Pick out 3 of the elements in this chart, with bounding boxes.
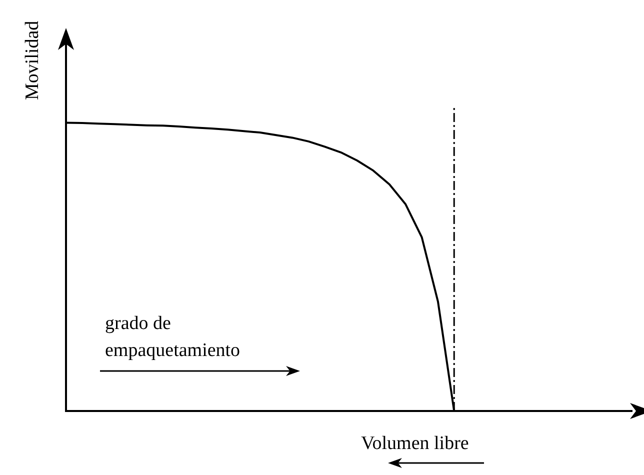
x-axis-title: Volumen libre	[361, 433, 469, 455]
annotation: grado de empaquetamiento	[105, 312, 242, 363]
y-axis-title: Movilidad	[22, 20, 44, 100]
